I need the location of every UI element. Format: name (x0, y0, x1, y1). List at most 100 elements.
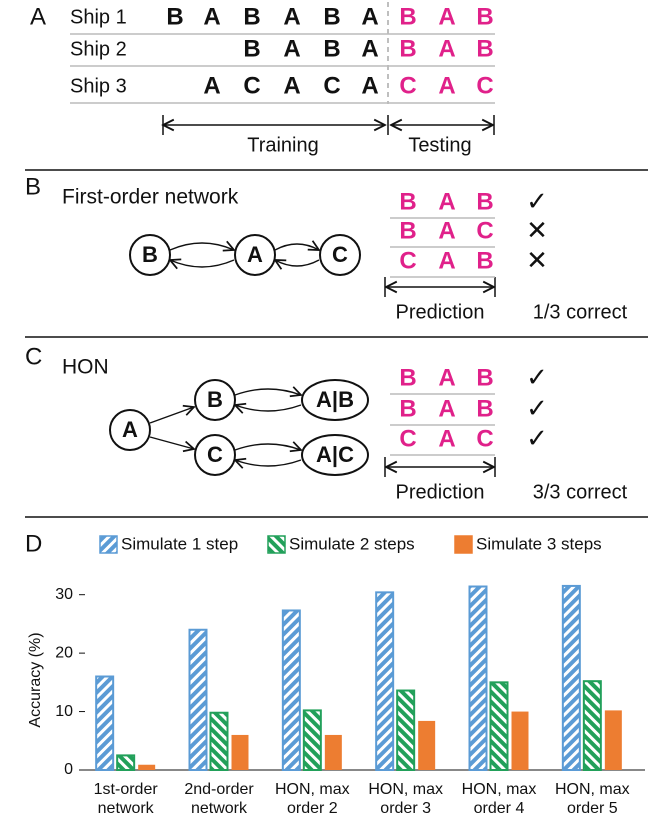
x-tick-label: HON, max order 2 (274, 781, 350, 817)
ship-name: Ship 1 (70, 6, 127, 28)
prediction-letter: C (476, 217, 493, 244)
testing-letter: A (438, 72, 455, 99)
edge (149, 436, 194, 449)
testing-letter: A (438, 35, 455, 62)
prediction-letter: B (476, 395, 493, 422)
edge (170, 260, 235, 267)
testing-letter: C (399, 72, 416, 99)
panel-label: B (25, 173, 41, 200)
prediction-letter: B (399, 395, 416, 422)
bar (604, 710, 622, 770)
node-label: A|B (316, 387, 354, 412)
training-letter: A (203, 3, 220, 30)
training-letter: A (283, 72, 300, 99)
node-label: C (332, 242, 348, 267)
prediction-letter: A (438, 425, 455, 452)
bar (324, 734, 342, 770)
prediction-letter: A (438, 247, 455, 274)
testing-letter: B (399, 35, 416, 62)
training-letter: C (243, 72, 260, 99)
y-tick-label: 30 (55, 586, 73, 603)
training-label: Training (247, 134, 319, 156)
bar (582, 680, 602, 771)
node-label: B (142, 242, 158, 267)
bar (511, 711, 529, 770)
legend-swatch (267, 535, 286, 554)
prediction-letter: B (476, 364, 493, 391)
testing-letter: A (438, 3, 455, 30)
bar (95, 675, 115, 771)
edge (275, 260, 320, 266)
node-label: A (122, 417, 138, 442)
training-letter: B (323, 3, 340, 30)
prediction-letter: B (476, 188, 493, 215)
prediction-letter: B (476, 247, 493, 274)
bar (561, 584, 581, 771)
training-letter: A (203, 72, 220, 99)
bar (468, 585, 488, 771)
edge (274, 244, 319, 250)
node-label: C (207, 442, 223, 467)
testing-letter: B (476, 35, 493, 62)
bar (188, 628, 208, 771)
node-label: B (207, 387, 223, 412)
panel-label: D (25, 530, 42, 557)
bar (418, 720, 436, 770)
prediction-letter: B (399, 217, 416, 244)
bar (231, 734, 249, 770)
y-tick-label: 0 (64, 761, 73, 778)
training-letter: A (361, 72, 378, 99)
x-tick-label: HON, max order 5 (554, 781, 630, 817)
result-mark: ✓ (526, 393, 548, 423)
result-mark: ✓ (526, 423, 548, 453)
result-mark: ✕ (526, 245, 548, 275)
training-letter: A (283, 3, 300, 30)
edge (235, 460, 302, 466)
bar (138, 764, 156, 770)
prediction-letter: C (399, 425, 416, 452)
testing-letter: C (476, 72, 493, 99)
testing-letter: B (476, 3, 493, 30)
panel-title: First-order network (62, 186, 239, 209)
testing-letter: B (399, 3, 416, 30)
testing-label: Testing (408, 134, 471, 156)
legend-label: Simulate 2 steps (289, 534, 415, 553)
bar (489, 681, 509, 771)
training-letter: A (361, 3, 378, 30)
edge (169, 243, 234, 250)
training-letter: B (243, 3, 260, 30)
node (109, 409, 151, 451)
score: 3/3 correct (533, 481, 628, 503)
node (194, 434, 236, 476)
prediction-label: Prediction (396, 481, 485, 503)
result-mark: ✓ (526, 362, 548, 392)
ship-name: Ship 2 (70, 38, 127, 60)
training-letter: A (361, 35, 378, 62)
panel-label: C (25, 343, 42, 370)
result-mark: ✕ (526, 215, 548, 245)
training-letter: B (323, 35, 340, 62)
prediction-letter: C (476, 425, 493, 452)
node-label: A (247, 242, 263, 267)
y-tick-label: 10 (55, 703, 73, 720)
legend-label: Simulate 3 steps (476, 534, 602, 553)
x-tick-label: 1st-order network (93, 781, 158, 817)
ship-name: Ship 3 (70, 75, 127, 97)
edge (235, 405, 302, 411)
panel-title: HON (62, 356, 109, 379)
edge (234, 444, 301, 450)
bar (396, 689, 416, 772)
prediction-label: Prediction (396, 301, 485, 323)
node (301, 379, 369, 421)
training-letter: A (283, 35, 300, 62)
prediction-letter: B (399, 188, 416, 215)
prediction-letter: A (438, 364, 455, 391)
legend-swatch (99, 535, 118, 554)
bar (281, 609, 301, 772)
edge (234, 389, 301, 395)
node (301, 434, 369, 476)
prediction-letter: A (438, 188, 455, 215)
bar (209, 711, 229, 772)
training-letter: B (243, 35, 260, 62)
